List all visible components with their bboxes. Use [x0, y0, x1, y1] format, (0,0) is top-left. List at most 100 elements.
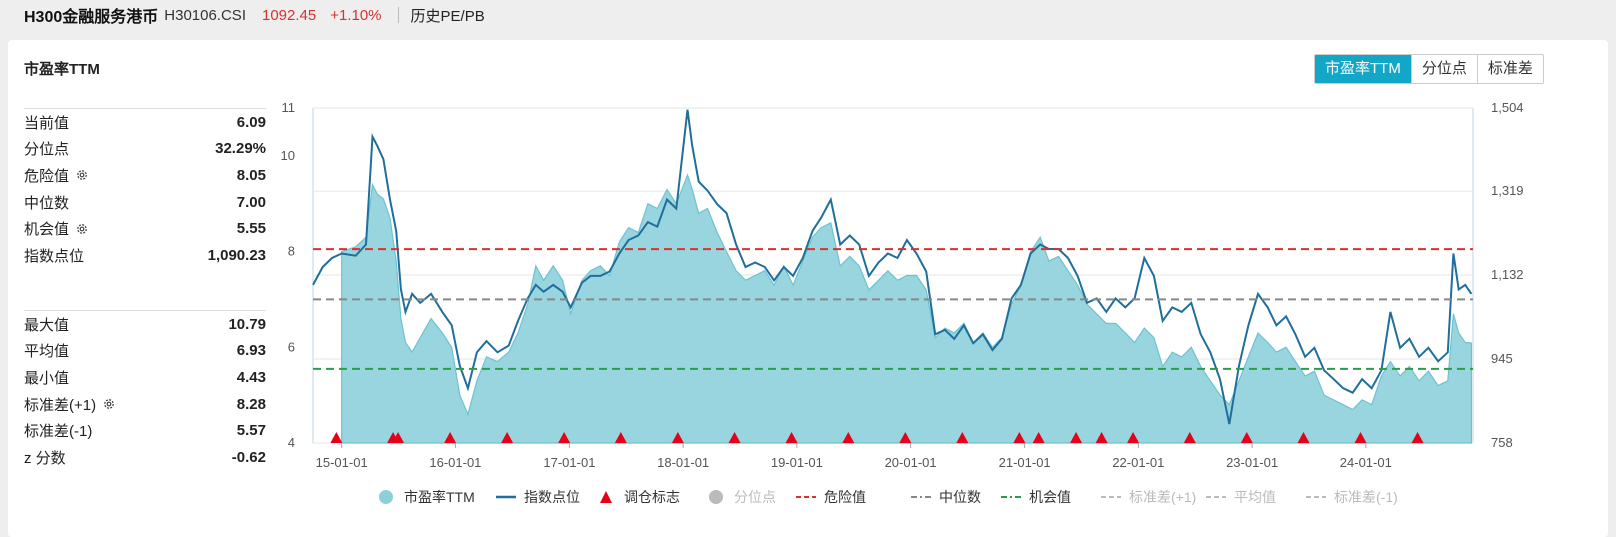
- stat-value: 5.57: [236, 422, 266, 440]
- pe-ttm-area: [341, 173, 1472, 444]
- stat-label: 标准差(+1): [24, 396, 97, 414]
- index-level-line: [312, 109, 1473, 425]
- rebalance-marker: [899, 432, 912, 443]
- rebalance-marker: [614, 432, 627, 443]
- stat-label: 危险值: [24, 167, 70, 185]
- gear-icon[interactable]: [75, 222, 89, 236]
- y-right-tick-label: 1,319: [1491, 183, 1524, 198]
- stats-panel-top: 当前值 6.09 分位点 32.29% 危险值 8.05 中位数 7.00 机会…: [24, 108, 266, 269]
- stat-label: 中位数: [24, 194, 70, 212]
- stat-label: z 分数: [24, 449, 66, 467]
- rebalance-marker: [1032, 432, 1045, 443]
- rebalance-marker: [671, 432, 684, 443]
- chart-card: 市盈率TTM 市盈率TTM 分位点 标准差 当前值 6.09 分位点 32.29…: [8, 40, 1608, 537]
- legend-label: 危险值: [824, 489, 866, 505]
- legend-dot-symbol: [379, 490, 393, 504]
- stat-label: 分位点: [24, 141, 70, 159]
- rebalance-marker: [1240, 432, 1253, 443]
- stat-label: 机会值: [24, 221, 70, 239]
- legend-item[interactable]: 标准差(-1): [1306, 489, 1398, 505]
- rebalance-marker: [558, 432, 571, 443]
- stat-value: 4.43: [236, 368, 266, 386]
- legend-label: 指数点位: [524, 489, 580, 505]
- card-title: 市盈率TTM: [24, 61, 100, 78]
- legend-item[interactable]: 机会值: [1001, 489, 1071, 505]
- page-header: H300金融服务港币 H30106.CSI 1092.45 +1.10% 历史P…: [0, 0, 1616, 30]
- rebalance-marker: [392, 432, 405, 443]
- x-tick-label: 17-01-01: [543, 455, 595, 470]
- stat-label-wrap: 标准差(+1): [24, 394, 116, 415]
- x-tick-label: 19-01-01: [771, 455, 823, 470]
- pe-ttm-button[interactable]: 市盈率TTM: [1315, 55, 1411, 83]
- rebalance-marker: [1013, 432, 1026, 443]
- x-tick-label: 22-01-01: [1112, 455, 1164, 470]
- stat-row-opportunity: 机会值 5.55: [24, 215, 266, 242]
- stat-value: 5.55: [236, 220, 266, 238]
- rebalance-marker: [1354, 432, 1367, 443]
- x-tick-label: 18-01-01: [657, 455, 709, 470]
- stat-label-wrap: 危险值: [24, 165, 89, 186]
- y-left-tick-label: 8: [288, 244, 295, 259]
- stat-row-danger: 危险值 8.05: [24, 162, 266, 189]
- stat-row-percentile: 分位点 32.29%: [24, 136, 266, 163]
- rebalance-marker: [1127, 432, 1140, 443]
- legend-label: 标准差(+1): [1129, 489, 1196, 505]
- rebalance-marker: [330, 432, 343, 443]
- legend-item[interactable]: 标准差(+1): [1101, 489, 1196, 505]
- legend-item[interactable]: 指数点位: [496, 489, 580, 505]
- legend-item[interactable]: 平均值: [1206, 489, 1276, 505]
- legend-item[interactable]: 危险值: [796, 489, 866, 505]
- y-right-tick-label: 1,504: [1491, 100, 1524, 115]
- y-right-tick-label: 758: [1491, 435, 1513, 450]
- legend-item[interactable]: 分位点: [709, 489, 776, 505]
- index-name: H300金融服务港币: [24, 9, 159, 26]
- stat-label: 平均值: [24, 343, 70, 361]
- stat-value: 10.79: [228, 315, 266, 333]
- stat-row-current: 当前值 6.09: [24, 109, 266, 136]
- index-change: +1.10%: [330, 6, 382, 24]
- x-tick-label: 24-01-01: [1340, 455, 1392, 470]
- percentile-button[interactable]: 分位点: [1410, 55, 1477, 83]
- metric-toggle-group: 市盈率TTM 分位点 标准差: [1314, 54, 1544, 84]
- rebalance-marker: [1095, 432, 1108, 443]
- stat-row-zscore: z 分数 -0.62: [24, 444, 266, 471]
- stat-value: 6.93: [236, 342, 266, 360]
- y-left-tick-label: 6: [288, 339, 295, 354]
- history-pe-pb-tab[interactable]: 历史PE/PB: [410, 7, 485, 25]
- stat-row-max: 最大值 10.79: [24, 311, 266, 338]
- stat-row-median: 中位数 7.00: [24, 189, 266, 216]
- rebalance-marker: [1297, 432, 1310, 443]
- stat-value: 6.09: [236, 113, 266, 131]
- rebalance-marker: [501, 432, 514, 443]
- x-tick-label: 21-01-01: [999, 455, 1051, 470]
- legend-label: 机会值: [1029, 489, 1071, 505]
- legend-dot-symbol: [709, 490, 723, 504]
- y-right-tick-label: 1,132: [1491, 267, 1524, 282]
- header-divider: [397, 7, 399, 23]
- y-left-tick-label: 11: [282, 100, 296, 115]
- gear-icon[interactable]: [102, 397, 116, 411]
- rebalance-marker: [1070, 432, 1083, 443]
- legend-label: 调仓标志: [624, 489, 680, 505]
- gear-icon[interactable]: [75, 168, 89, 182]
- stat-row-min: 最小值 4.43: [24, 364, 266, 391]
- rebalance-marker: [956, 432, 969, 443]
- x-tick-label: 16-01-01: [429, 455, 481, 470]
- legend-item[interactable]: 调仓标志: [600, 489, 680, 505]
- legend-label: 中位数: [939, 489, 981, 505]
- y-left-tick-label: 4: [288, 435, 295, 450]
- legend-item[interactable]: 市盈率TTM: [379, 489, 475, 505]
- x-tick-label: 23-01-01: [1226, 455, 1278, 470]
- stat-value: 7.00: [236, 193, 266, 211]
- legend-label: 平均值: [1234, 489, 1276, 505]
- std-dev-button[interactable]: 标准差: [1476, 55, 1543, 83]
- stat-label: 最大值: [24, 316, 70, 334]
- legend-item[interactable]: 中位数: [911, 489, 981, 505]
- pe-history-chart[interactable]: 758 945 1,132 1,319 1,504 4 6 8 10 11 15-01-01 16-0…: [8, 40, 1608, 537]
- stat-value: 8.05: [236, 166, 266, 184]
- index-price: 1092.45: [261, 6, 317, 24]
- index-code: H30106.CSI: [164, 6, 246, 24]
- x-tick-label: 15-01-01: [316, 455, 368, 470]
- y-left-tick-label: 10: [281, 148, 295, 163]
- rebalance-marker: [728, 432, 741, 443]
